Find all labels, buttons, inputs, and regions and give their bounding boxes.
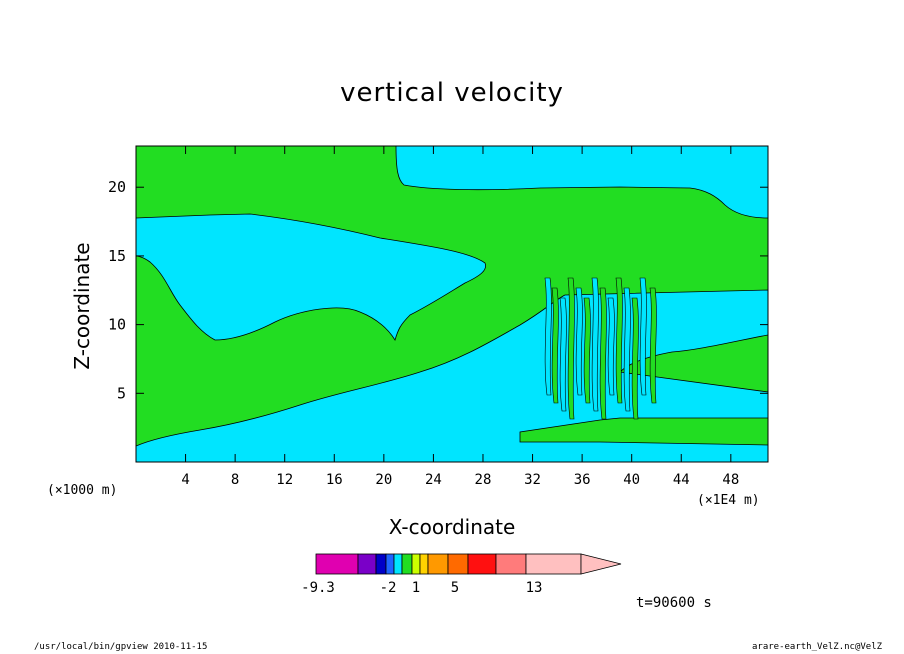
colorbar-label: -9.3: [301, 580, 335, 596]
x-tick-label: 32: [524, 472, 541, 488]
footer-program-date: /usr/local/bin/gpview 2010-11-15: [34, 642, 208, 652]
convective-streak: [567, 277, 575, 420]
footer-file-variable: arare-earth_VelZ.nc@VelZ: [752, 642, 883, 652]
convective-streak: [615, 277, 623, 404]
convective-streak: [575, 287, 583, 396]
colorbar-cell: [525, 553, 582, 575]
x-tick-label: 8: [231, 472, 239, 488]
convective-streak: [583, 297, 591, 404]
convective-streak: [623, 287, 631, 412]
x-tick-label: 40: [623, 472, 640, 488]
x-tick-label: 28: [475, 472, 492, 488]
colorbar-cell: [385, 553, 395, 575]
colorbar-label: -2: [380, 580, 397, 596]
x-tick-label: 36: [574, 472, 591, 488]
colorbar-cell: [393, 553, 403, 575]
x-tick-label: 12: [276, 472, 293, 488]
chart-title: vertical velocity: [340, 78, 564, 108]
x-tick-label: 16: [326, 472, 343, 488]
x-tick-label: 44: [673, 472, 690, 488]
x-tick-label: 24: [425, 472, 442, 488]
convective-streak: [551, 287, 559, 404]
colorbar-label: 5: [451, 580, 459, 596]
convective-streak: [559, 297, 567, 412]
colorbar-cell: [411, 553, 421, 575]
plot-frame: [135, 145, 769, 463]
convective-streak: [591, 277, 599, 412]
field-cyan-region-middle: [135, 213, 487, 341]
convective-streak: [544, 277, 552, 396]
colorbar-label: 1: [412, 580, 420, 596]
convective-streak: [639, 277, 647, 396]
colorbar-cell: [467, 553, 497, 575]
time-label: t=90600 s: [636, 595, 712, 611]
y-tick-label: 10: [108, 316, 126, 334]
y-tick-label: 5: [117, 384, 126, 402]
x-axis-label: X-coordinate: [388, 515, 516, 539]
colorbar-cell: [375, 553, 387, 575]
convective-streaks: [544, 277, 657, 420]
y-tick-label: 20: [108, 178, 126, 196]
colorbar-cell: [427, 553, 449, 575]
convective-streak: [607, 297, 615, 396]
colorbar-cell: [447, 553, 469, 575]
convective-streak: [649, 287, 657, 404]
field-cyan-region-top: [395, 145, 769, 219]
convective-streak: [631, 297, 639, 420]
colorbar-cell: [419, 553, 429, 575]
colorbar-arrow: [580, 553, 622, 575]
y-tick-label: 15: [108, 247, 126, 265]
colorbar: -9.3 -2 1 5 13: [301, 553, 622, 596]
colorbar-cell: [357, 553, 377, 575]
colorbar-cell: [315, 553, 359, 575]
x-axis-unit-left: (×1000 m): [47, 483, 118, 498]
x-tick-label: 48: [722, 472, 739, 488]
colorbar-cell: [401, 553, 413, 575]
colorbar-cell: [495, 553, 527, 575]
x-tick-label: 20: [375, 472, 392, 488]
x-tick-label: 4: [181, 472, 189, 488]
colorbar-label: 13: [526, 580, 543, 596]
plot-area: [135, 145, 769, 463]
x-axis-unit-right: (×1E4 m): [697, 493, 760, 508]
convective-streak: [599, 287, 607, 420]
